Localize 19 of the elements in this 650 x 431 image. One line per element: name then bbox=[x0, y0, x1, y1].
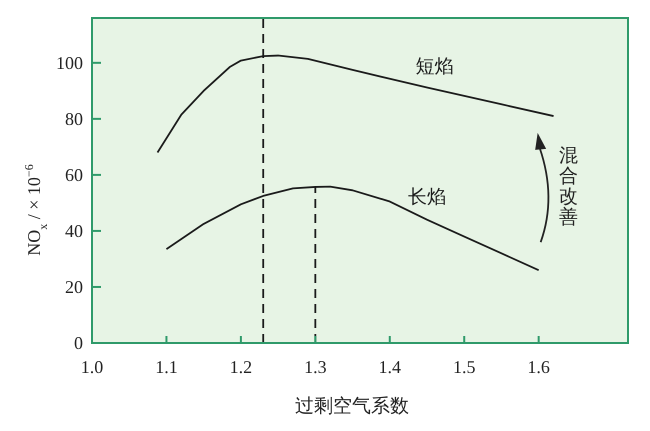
x-tick-label: 1.5 bbox=[452, 357, 476, 377]
x-tick-label: 1.4 bbox=[378, 357, 402, 377]
y-tick-label: 20 bbox=[65, 276, 83, 297]
y-tick-label: 100 bbox=[56, 52, 83, 73]
x-tick-label: 1.6 bbox=[527, 357, 550, 377]
series-label: 长焰 bbox=[408, 187, 446, 208]
y-tick-label: 60 bbox=[65, 164, 83, 185]
y-tick-label: 80 bbox=[65, 108, 83, 129]
line-series bbox=[156, 54, 554, 154]
x-tick-label: 1.2 bbox=[230, 357, 252, 377]
x-axis-title: 过剩空气系数 bbox=[295, 395, 409, 417]
x-tick-label: 1.1 bbox=[155, 357, 178, 377]
x-tick-label: 1.0 bbox=[80, 357, 104, 377]
annotation: 混合改善 bbox=[559, 145, 578, 228]
y-tick-label: 40 bbox=[65, 220, 83, 241]
x-tick-label: 1.3 bbox=[304, 357, 327, 377]
series-label: 短焰 bbox=[416, 56, 454, 78]
y-tick-label: 0 bbox=[74, 333, 83, 353]
line-series bbox=[166, 186, 540, 272]
